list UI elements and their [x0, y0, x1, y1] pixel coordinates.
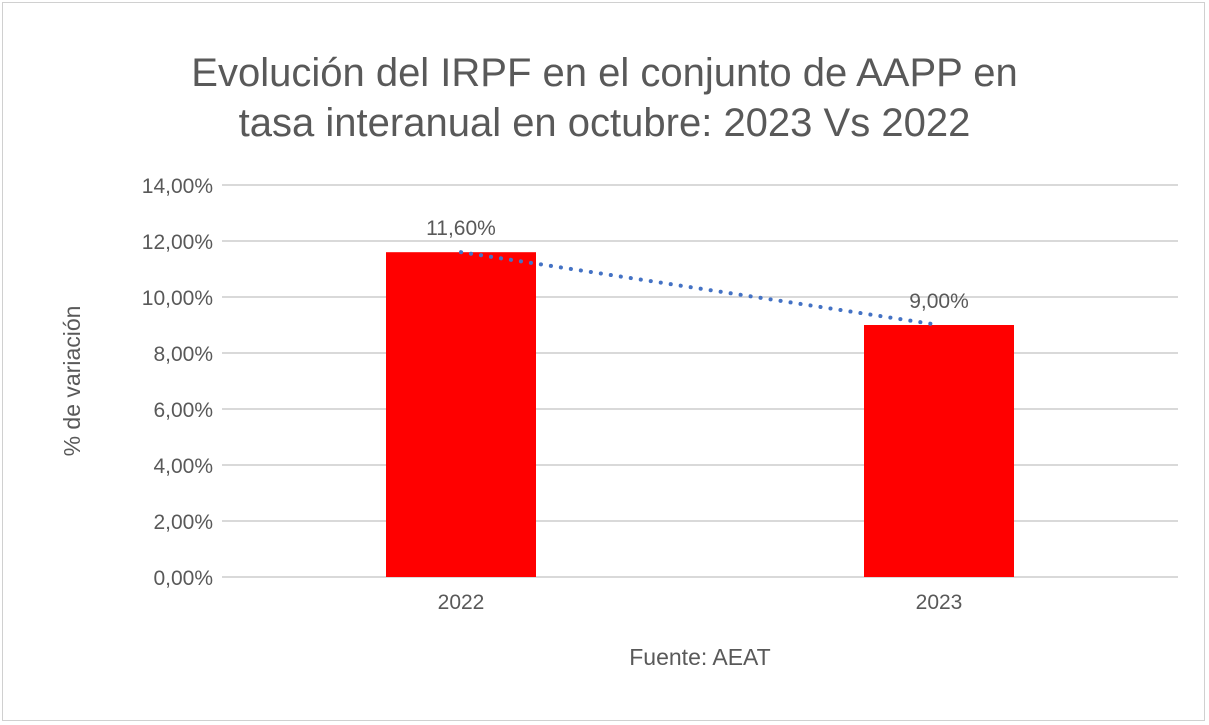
y-tick-label: 4,00%	[153, 455, 213, 478]
y-tick-label: 8,00%	[153, 343, 213, 366]
data-label: 11,60%	[426, 217, 496, 240]
y-axis-title: % de variación	[59, 306, 85, 457]
y-tick-label: 2,00%	[153, 511, 213, 534]
chart-title-line-1: Evolución del IRPF en el conjunto de AAP…	[191, 51, 1018, 95]
bar-2023	[864, 325, 1014, 577]
y-tick-label: 0,00%	[153, 567, 213, 590]
y-tick-label: 10,00%	[142, 287, 213, 310]
chart-title-line-2: tasa interanual en octubre: 2023 Vs 2022	[238, 101, 971, 145]
chart-title: Evolución del IRPF en el conjunto de AAP…	[0, 48, 1209, 148]
trendline	[459, 250, 941, 327]
y-tick-label: 12,00%	[142, 231, 213, 254]
x-tick-label: 2023	[916, 591, 963, 614]
x-axis-title: Fuente: AEAT	[629, 644, 770, 670]
x-tick-label: 2022	[438, 591, 485, 614]
bar-2022	[386, 252, 536, 577]
y-tick-label: 14,00%	[142, 175, 213, 198]
y-tick-label: 6,00%	[153, 399, 213, 422]
data-label: 9,00%	[909, 290, 969, 313]
